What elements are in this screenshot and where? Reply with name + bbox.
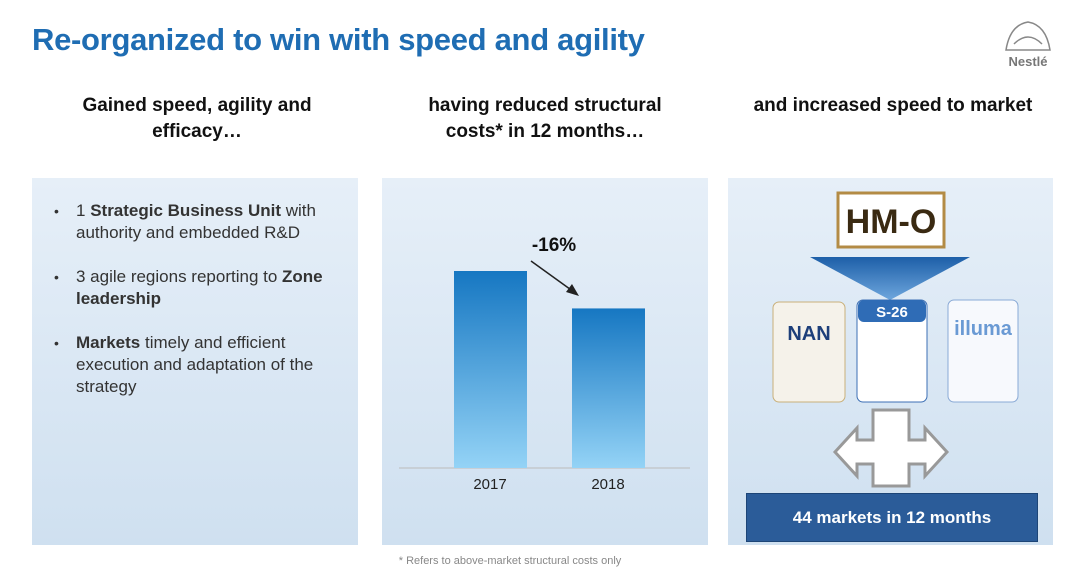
split-arrow [832,408,950,488]
annotation: -16% [532,235,576,256]
product-label: NAN [787,323,830,345]
bullet-text: timely and efficient execution and adapt… [76,333,314,396]
badge: HM-O [846,203,937,241]
panel [382,178,708,545]
x-tick-label: 2017 [473,476,506,493]
products [772,299,1019,403]
column-heading: Gained speed, agility and efficacy… [82,95,312,142]
down-arrow [810,257,970,300]
change-arrow [530,260,575,293]
bullet-text: with authority and embedded R&D [76,201,316,242]
bullet: 1 Strategic Business Unit with authority… [52,200,347,244]
badge-box [836,191,946,249]
bar [572,308,645,468]
column-heading: having reduced structural costs* in 12 m… [428,95,662,142]
bullet: Markets timely and efficient execution a… [52,332,347,398]
result-box: 44 markets in 12 months [746,493,1038,542]
bullet-text: 3 agile regions reporting to [76,267,283,286]
bullet-text: 1 [76,201,91,220]
x-tick-label: 2018 [591,476,624,493]
product-label: illuma [954,318,1013,340]
logo-icon [1005,21,1051,51]
bullet-text: Strategic Business Unit [90,201,282,220]
change-arrowhead [566,284,579,296]
bullet-text: Markets [76,333,141,352]
bar [454,271,527,468]
bullet-text: Zone leadership [76,267,323,308]
bullet: 3 agile regions reporting to Zone leader… [52,266,347,310]
column-heading: and increased speed to market [753,95,1033,116]
title: Re-organized to win with speed and agili… [32,22,645,57]
logo: Nestlé [1008,54,1048,69]
bullet-list: 1 Strategic Business Unit with authority… [52,200,347,420]
product-label: S-26 [876,304,908,321]
footnote: * Refers to above-market structural cost… [398,555,622,567]
